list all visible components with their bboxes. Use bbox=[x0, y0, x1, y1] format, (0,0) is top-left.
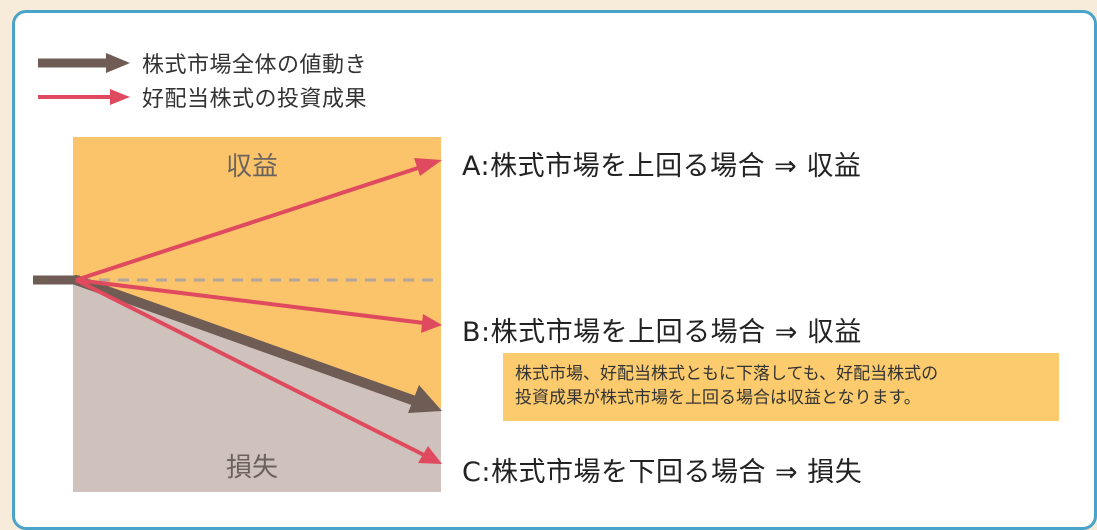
scenario-b-arrowhead bbox=[421, 314, 442, 333]
legend-market: 株式市場全体の値動き bbox=[36, 48, 367, 78]
scenario-a-arrowhead bbox=[414, 158, 442, 176]
scenario-b-arrow bbox=[75, 278, 425, 325]
scenario-c-label: C:株式市場を下回る場合 ⇒ 損失 bbox=[462, 457, 863, 488]
scenario-a-label: A:株式市場を上回る場合 ⇒ 収益 bbox=[462, 151, 862, 182]
legend-dividend: 好配当株式の投資成果 bbox=[36, 82, 367, 112]
dividend-arrow-icon bbox=[38, 89, 130, 105]
return-diagram bbox=[33, 137, 442, 492]
scenario-a-arrow bbox=[75, 164, 425, 282]
legend-market-label: 株式市場全体の値動き bbox=[142, 53, 368, 78]
explanation-note: 株式市場、好配当株式ともに下落しても、好配当株式の 投資成果が株式市場を上回る場… bbox=[503, 353, 1059, 421]
market-arrow bbox=[71, 275, 423, 407]
note-line-2: 投資成果が株式市場を上回る場合は収益となります。 bbox=[515, 388, 921, 408]
legend-dividend-label: 好配当株式の投資成果 bbox=[142, 87, 368, 112]
market-arrowhead bbox=[408, 385, 442, 413]
profit-label: 収益 bbox=[226, 152, 279, 182]
scenario-c-arrowhead bbox=[418, 446, 442, 464]
scenario-c-arrow bbox=[75, 278, 427, 458]
market-arrow-icon bbox=[38, 53, 130, 73]
profit-zone bbox=[73, 137, 441, 280]
note-line-1: 株式市場、好配当株式ともに下落しても、好配当株式の bbox=[515, 364, 939, 384]
loss-label: 損失 bbox=[226, 453, 279, 483]
scenario-b-label: B:株式市場を上回る場合 ⇒ 収益 bbox=[462, 317, 862, 348]
loss-zone bbox=[73, 280, 441, 492]
